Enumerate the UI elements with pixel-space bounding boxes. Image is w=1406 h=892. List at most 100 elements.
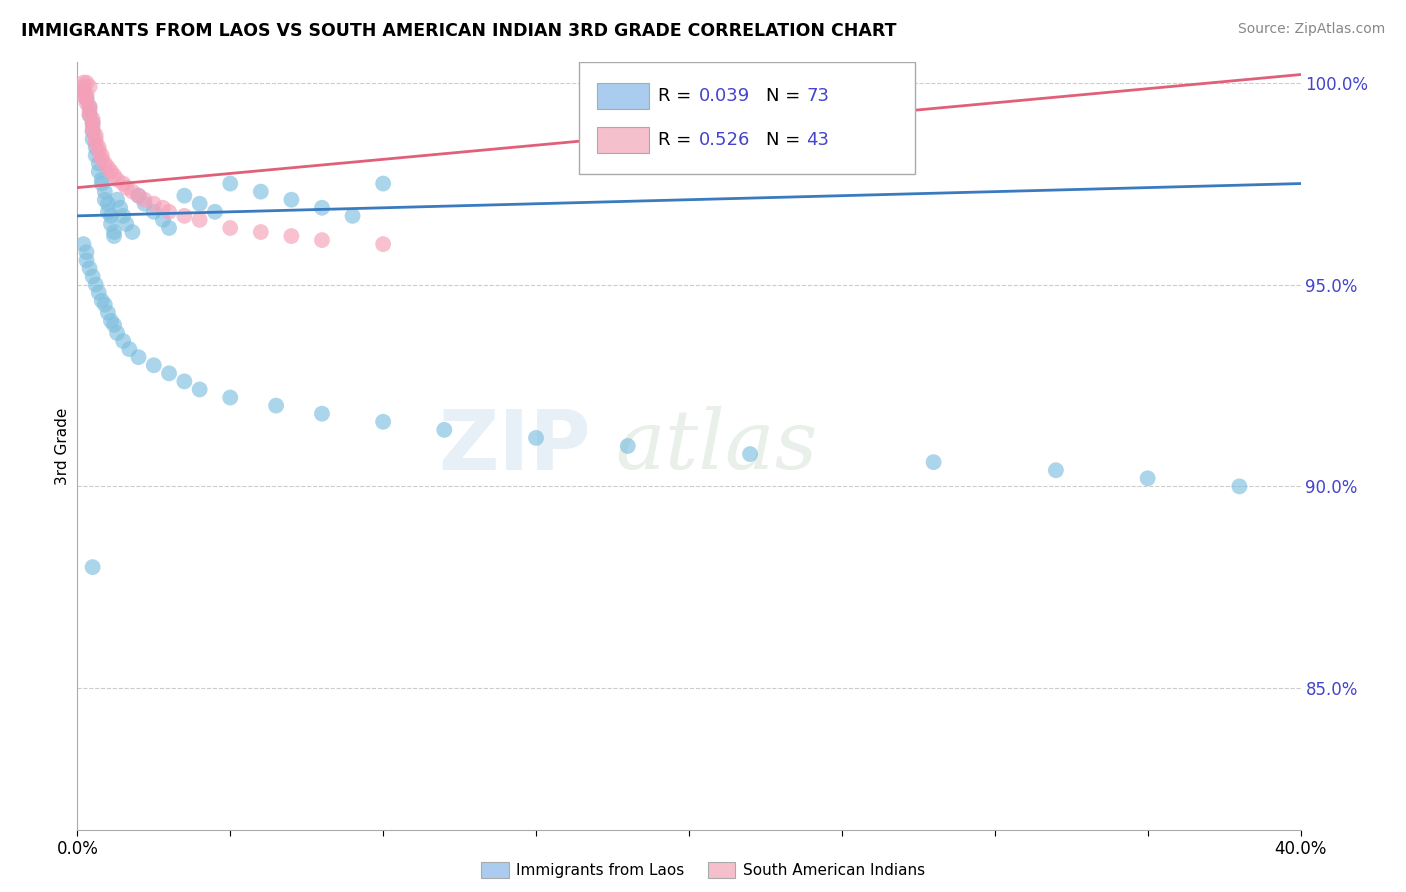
Point <box>94 193 117 207</box>
Point <box>69 87 91 102</box>
Point <box>188 383 211 397</box>
Point <box>157 204 180 219</box>
Point <box>134 193 156 207</box>
Point <box>82 112 104 126</box>
Point <box>112 177 135 191</box>
Point <box>157 367 180 381</box>
Point <box>121 185 143 199</box>
Point <box>79 79 101 94</box>
Point <box>79 100 101 114</box>
Point <box>250 185 273 199</box>
Point <box>617 439 640 453</box>
Point <box>311 201 333 215</box>
Point <box>108 201 131 215</box>
Point <box>127 188 149 202</box>
Y-axis label: 3rd Grade: 3rd Grade <box>55 408 70 484</box>
Legend: Immigrants from Laos, South American Indians: Immigrants from Laos, South American Ind… <box>475 856 931 884</box>
Text: R =: R = <box>658 131 697 149</box>
Point <box>105 172 128 186</box>
Point <box>97 196 120 211</box>
Text: Source: ZipAtlas.com: Source: ZipAtlas.com <box>1237 22 1385 37</box>
Point <box>79 261 101 276</box>
Point <box>280 229 302 244</box>
Point <box>142 204 165 219</box>
Text: R =: R = <box>658 87 697 105</box>
Point <box>524 431 547 445</box>
Point <box>173 375 195 389</box>
Point <box>103 225 125 239</box>
Point <box>79 108 101 122</box>
Point <box>100 217 122 231</box>
Point <box>97 161 120 175</box>
Point <box>250 225 273 239</box>
Point <box>90 153 112 167</box>
Point <box>84 148 107 162</box>
Point <box>173 209 195 223</box>
Text: 0.039: 0.039 <box>699 87 749 105</box>
Point <box>76 253 98 268</box>
Point <box>94 298 117 312</box>
Point <box>84 136 107 151</box>
Point <box>79 103 101 118</box>
Point <box>76 87 98 102</box>
Point <box>79 108 101 122</box>
Point <box>87 285 110 300</box>
Point <box>82 124 104 138</box>
Point <box>82 124 104 138</box>
Point <box>142 358 165 372</box>
Point <box>82 116 104 130</box>
FancyBboxPatch shape <box>598 83 648 109</box>
Point <box>219 177 242 191</box>
Point <box>84 140 107 154</box>
Point <box>90 177 112 191</box>
Text: 0.526: 0.526 <box>699 131 749 149</box>
Point <box>100 314 122 328</box>
Text: 43: 43 <box>807 131 830 149</box>
Point <box>311 407 333 421</box>
Point <box>82 560 104 574</box>
Point <box>76 76 98 90</box>
FancyBboxPatch shape <box>598 127 648 153</box>
Point <box>115 217 138 231</box>
Point <box>134 196 156 211</box>
Point <box>84 277 107 292</box>
Point <box>433 423 456 437</box>
Point <box>82 120 104 134</box>
Point <box>79 100 101 114</box>
Point <box>97 306 120 320</box>
Point <box>87 140 110 154</box>
Point <box>152 213 174 227</box>
Point <box>103 169 125 183</box>
Point <box>87 164 110 178</box>
Point <box>72 84 94 98</box>
Point <box>371 177 394 191</box>
Point <box>90 293 112 308</box>
Point <box>105 326 128 340</box>
Point <box>342 209 364 223</box>
Point <box>173 188 195 202</box>
Text: atlas: atlas <box>616 406 818 486</box>
Text: 73: 73 <box>807 87 830 105</box>
Point <box>84 128 107 142</box>
Point <box>157 221 180 235</box>
Point <box>105 193 128 207</box>
Text: IMMIGRANTS FROM LAOS VS SOUTH AMERICAN INDIAN 3RD GRADE CORRELATION CHART: IMMIGRANTS FROM LAOS VS SOUTH AMERICAN I… <box>21 22 897 40</box>
Point <box>188 213 211 227</box>
Point <box>1136 471 1159 485</box>
Point <box>922 455 945 469</box>
Point <box>82 116 104 130</box>
Point <box>280 193 302 207</box>
Point <box>100 209 122 223</box>
Point <box>127 188 149 202</box>
Point <box>311 233 333 247</box>
Point <box>142 196 165 211</box>
Point <box>1229 479 1251 493</box>
Point <box>740 447 762 461</box>
Point <box>82 132 104 146</box>
Text: N =: N = <box>766 87 806 105</box>
Point <box>72 84 94 98</box>
Point <box>100 164 122 178</box>
Point <box>87 145 110 159</box>
Point <box>82 269 104 284</box>
Point <box>72 79 94 94</box>
